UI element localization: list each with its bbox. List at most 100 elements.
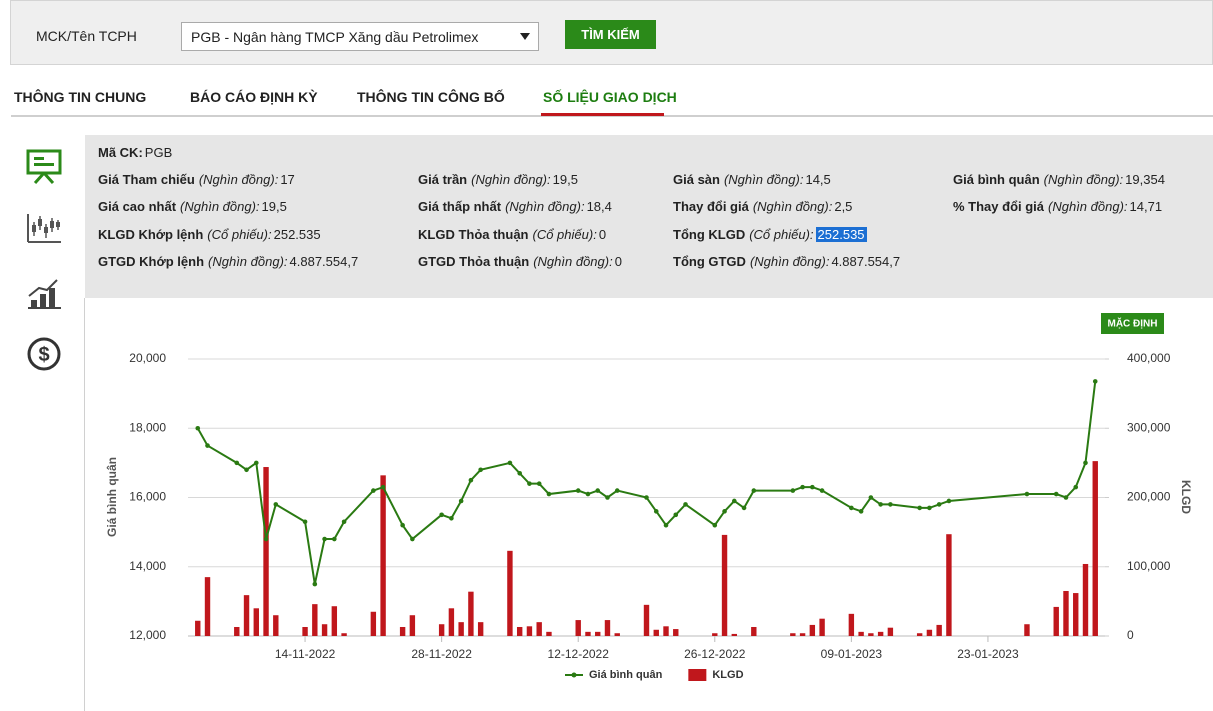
bar xyxy=(507,550,513,636)
line-point xyxy=(410,536,415,542)
field-label: % Thay đổi giá xyxy=(953,199,1045,214)
x-tick-label: 23-01-2023 xyxy=(957,647,1019,661)
field-label: Tổng KLGD xyxy=(673,227,746,242)
info-field: Mã CK: PGB xyxy=(98,145,172,160)
line-point xyxy=(205,443,210,448)
bar xyxy=(809,624,816,636)
stock-select[interactable]: PGB - Ngân hàng TMCP Xăng dầu Petrolimex xyxy=(181,22,539,51)
bar xyxy=(380,475,386,636)
bar xyxy=(399,626,406,636)
line-point xyxy=(517,470,522,476)
y-tick-label: 14,000 xyxy=(129,559,166,573)
search-label: MCK/Tên TCPH xyxy=(36,28,137,44)
field-value: 0 xyxy=(598,227,607,242)
line-point xyxy=(332,536,337,542)
info-field: KLGD Thỏa thuận (Cổ phiếu): 0 xyxy=(418,227,606,242)
tab[interactable]: SỐ LIỆU GIAO DỊCH xyxy=(543,89,677,105)
line-point xyxy=(595,488,601,493)
bar xyxy=(1053,606,1059,636)
tab[interactable]: THÔNG TIN CÔNG BỐ xyxy=(357,89,505,105)
line-point xyxy=(605,495,610,500)
field-value: 14,5 xyxy=(805,172,831,187)
field-value: 19,354 xyxy=(1125,172,1165,187)
tab[interactable]: BÁO CÁO ĐỊNH KỲ xyxy=(190,89,318,105)
bar xyxy=(877,631,884,636)
bar xyxy=(370,611,377,636)
field-value: 4.887.554,7 xyxy=(289,254,359,269)
bar xyxy=(438,624,445,636)
field-unit: (Cổ phiếu): xyxy=(749,227,814,242)
search-bar: MCK/Tên TCPH PGB - Ngân hàng TMCP Xăng d… xyxy=(10,0,1213,65)
dividend-icon[interactable]: $ xyxy=(25,336,63,372)
line-point xyxy=(878,502,883,507)
bar xyxy=(848,613,855,636)
field-label: Giá cao nhất xyxy=(98,199,177,214)
line-point xyxy=(585,491,591,497)
line-point xyxy=(888,502,893,507)
field-label: KLGD Thỏa thuận xyxy=(418,227,529,242)
info-field: KLGD Khớp lệnh (Cổ phiếu): 252.535 xyxy=(98,227,321,242)
bar xyxy=(663,626,669,636)
bar xyxy=(273,615,279,636)
y-tick-label: 16,000 xyxy=(129,490,166,504)
bar xyxy=(516,626,523,636)
line-point xyxy=(936,502,942,507)
field-unit: (Nghìn đồng): xyxy=(208,254,288,269)
line-point xyxy=(741,505,747,511)
info-field: % Thay đổi giá (Nghìn đồng): 14,71 xyxy=(953,199,1162,214)
field-value: 0 xyxy=(614,254,622,269)
y2-tick-label: 200,000 xyxy=(1127,490,1171,504)
line-point xyxy=(1083,460,1088,466)
candlestick-icon[interactable] xyxy=(25,210,63,246)
info-field: Giá thấp nhất (Nghìn đồng): 18,4 xyxy=(418,199,612,214)
overview-icon[interactable] xyxy=(25,148,63,184)
bar xyxy=(643,604,650,636)
line-point xyxy=(1024,491,1030,497)
line-point xyxy=(858,509,864,514)
bar xyxy=(1073,593,1079,636)
x-tick-label: 28-11-2022 xyxy=(411,647,472,661)
bar xyxy=(195,620,201,636)
x-tick-label: 26-12-2022 xyxy=(684,647,746,661)
bar xyxy=(673,629,679,636)
line-point xyxy=(449,515,454,521)
info-field: Giá trần (Nghìn đồng): 19,5 xyxy=(418,172,578,187)
line-point xyxy=(731,498,737,504)
field-label: Giá Tham chiếu xyxy=(98,172,195,187)
line-point xyxy=(244,467,249,473)
bar xyxy=(799,633,806,636)
field-unit: (Nghìn đồng): xyxy=(533,254,613,269)
line-point xyxy=(819,488,825,493)
y-tick-label: 18,000 xyxy=(129,420,166,434)
bar xyxy=(546,631,552,636)
bar xyxy=(321,624,328,636)
field-value: 252.535 xyxy=(273,227,321,242)
line-point xyxy=(751,488,757,493)
tab[interactable]: THÔNG TIN CHUNG xyxy=(14,89,147,105)
info-field: GTGD Khớp lệnh (Nghìn đồng): 4.887.554,7 xyxy=(98,254,358,269)
bar xyxy=(595,631,601,636)
line-point xyxy=(536,481,542,486)
bar xyxy=(575,620,581,636)
line-point xyxy=(1063,495,1069,500)
bar xyxy=(712,633,718,636)
reset-button[interactable]: MẶC ĐỊNH xyxy=(1101,313,1164,334)
field-unit: (Nghìn đồng): xyxy=(749,254,830,269)
field-label: Giá bình quân xyxy=(953,172,1040,187)
info-field: GTGD Thỏa thuận (Nghìn đồng): 0 xyxy=(418,254,622,269)
field-unit: (Nghìn đồng): xyxy=(471,172,551,187)
info-field: Tổng GTGD (Nghìn đồng): 4.887.554,7 xyxy=(673,254,900,269)
bar xyxy=(1063,590,1069,636)
select-value: PGB - Ngân hàng TMCP Xăng dầu Petrolimex xyxy=(191,29,479,45)
line-point xyxy=(868,495,874,500)
financial-icon[interactable] xyxy=(25,276,63,312)
bar xyxy=(790,633,796,636)
search-button[interactable]: TÌM KIẾM xyxy=(565,20,656,49)
field-label: KLGD Khớp lệnh xyxy=(98,227,204,242)
bar xyxy=(1082,563,1089,636)
bar xyxy=(477,622,484,636)
line-point xyxy=(546,491,552,497)
line-point xyxy=(1092,379,1098,384)
bar xyxy=(409,615,416,636)
line-point xyxy=(575,488,581,493)
